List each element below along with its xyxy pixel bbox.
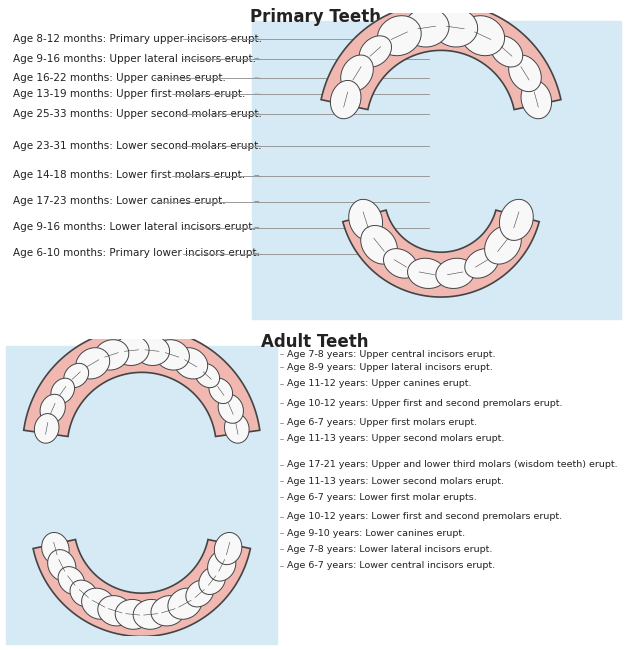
Text: Age 11-13 years: Upper second molars erupt.: Age 11-13 years: Upper second molars eru… — [287, 434, 504, 443]
Text: Age 16-22 months: Upper canines erupt.: Age 16-22 months: Upper canines erupt. — [13, 73, 226, 83]
Text: Age 6-10 months: Primary lower incisors erupt.: Age 6-10 months: Primary lower incisors … — [13, 248, 260, 259]
Ellipse shape — [404, 8, 449, 47]
Ellipse shape — [51, 378, 74, 404]
Ellipse shape — [151, 595, 186, 626]
Ellipse shape — [361, 226, 398, 264]
Ellipse shape — [48, 550, 76, 581]
Ellipse shape — [330, 81, 361, 119]
Ellipse shape — [484, 226, 521, 264]
Text: Primary Teeth: Primary Teeth — [249, 8, 381, 26]
Ellipse shape — [218, 395, 243, 423]
Ellipse shape — [174, 348, 208, 379]
Text: Age 25-33 months: Upper second molars erupt.: Age 25-33 months: Upper second molars er… — [13, 109, 261, 119]
Ellipse shape — [433, 8, 478, 47]
Ellipse shape — [461, 16, 505, 56]
Ellipse shape — [76, 348, 110, 379]
Ellipse shape — [70, 580, 98, 607]
Ellipse shape — [98, 595, 132, 626]
Ellipse shape — [40, 395, 66, 423]
Ellipse shape — [508, 55, 541, 92]
Ellipse shape — [155, 340, 190, 370]
Ellipse shape — [208, 550, 236, 581]
Text: Age 9-16 months: Upper lateral incisors erupt.: Age 9-16 months: Upper lateral incisors … — [13, 53, 256, 64]
Ellipse shape — [465, 249, 498, 278]
Ellipse shape — [209, 378, 232, 404]
Ellipse shape — [133, 599, 168, 629]
Ellipse shape — [42, 532, 69, 565]
Ellipse shape — [500, 200, 533, 240]
Ellipse shape — [134, 335, 169, 365]
Text: Age 6-7 years: Upper first molars erupt.: Age 6-7 years: Upper first molars erupt. — [287, 418, 477, 427]
Polygon shape — [321, 3, 561, 110]
Ellipse shape — [94, 340, 129, 370]
Text: Age 13-19 months: Upper first molars erupt.: Age 13-19 months: Upper first molars eru… — [13, 89, 245, 99]
Ellipse shape — [195, 363, 220, 387]
Text: Age 9-10 years: Lower canines erupt.: Age 9-10 years: Lower canines erupt. — [287, 528, 465, 538]
FancyBboxPatch shape — [6, 346, 277, 644]
Polygon shape — [24, 328, 260, 437]
Ellipse shape — [199, 567, 226, 595]
Text: Age 23-31 months: Lower second molars erupt.: Age 23-31 months: Lower second molars er… — [13, 141, 261, 151]
Text: Age 10-12 years: Upper first and second premolars erupt.: Age 10-12 years: Upper first and second … — [287, 398, 562, 408]
Ellipse shape — [359, 36, 391, 67]
Text: Age 8-12 months: Primary upper incisors erupt.: Age 8-12 months: Primary upper incisors … — [13, 34, 261, 44]
Ellipse shape — [114, 335, 149, 365]
Ellipse shape — [35, 413, 59, 443]
Text: Age 9-16 months: Lower lateral incisors erupt.: Age 9-16 months: Lower lateral incisors … — [13, 222, 255, 233]
Text: Age 17-23 months: Lower canines erupt.: Age 17-23 months: Lower canines erupt. — [13, 196, 226, 207]
Text: Age 7-8 years: Upper central incisors erupt.: Age 7-8 years: Upper central incisors er… — [287, 350, 495, 359]
Text: Age 10-12 years: Lower first and second premolars erupt.: Age 10-12 years: Lower first and second … — [287, 512, 562, 521]
Ellipse shape — [408, 258, 446, 289]
Ellipse shape — [168, 588, 202, 619]
Text: Adult Teeth: Adult Teeth — [261, 333, 369, 351]
Text: Age 7-8 years: Lower lateral incisors erupt.: Age 7-8 years: Lower lateral incisors er… — [287, 545, 492, 554]
Ellipse shape — [384, 249, 417, 278]
Ellipse shape — [214, 532, 242, 565]
Ellipse shape — [64, 363, 89, 387]
Ellipse shape — [436, 258, 474, 289]
Polygon shape — [343, 210, 539, 297]
Ellipse shape — [58, 567, 84, 595]
Ellipse shape — [491, 36, 523, 67]
Ellipse shape — [521, 81, 552, 119]
Ellipse shape — [224, 413, 249, 443]
Ellipse shape — [115, 599, 151, 629]
Ellipse shape — [349, 200, 382, 240]
Text: Age 14-18 months: Lower first molars erupt.: Age 14-18 months: Lower first molars eru… — [13, 170, 244, 181]
Polygon shape — [33, 540, 250, 636]
Ellipse shape — [186, 580, 214, 607]
Ellipse shape — [82, 588, 116, 619]
Text: Age 11-13 years: Lower second molars erupt.: Age 11-13 years: Lower second molars eru… — [287, 476, 503, 486]
Text: Age 6-7 years: Lower central incisors erupt.: Age 6-7 years: Lower central incisors er… — [287, 561, 495, 570]
Text: Age 17-21 years: Upper and lower third molars (wisdom teeth) erupt.: Age 17-21 years: Upper and lower third m… — [287, 460, 617, 469]
FancyBboxPatch shape — [252, 21, 621, 318]
Ellipse shape — [341, 55, 374, 92]
Text: Age 11-12 years: Upper canines erupt.: Age 11-12 years: Upper canines erupt. — [287, 379, 471, 388]
Ellipse shape — [377, 16, 421, 56]
Text: Age 6-7 years: Lower first molar erupts.: Age 6-7 years: Lower first molar erupts. — [287, 493, 476, 502]
Text: Age 8-9 years: Upper lateral incisors erupt.: Age 8-9 years: Upper lateral incisors er… — [287, 363, 493, 372]
